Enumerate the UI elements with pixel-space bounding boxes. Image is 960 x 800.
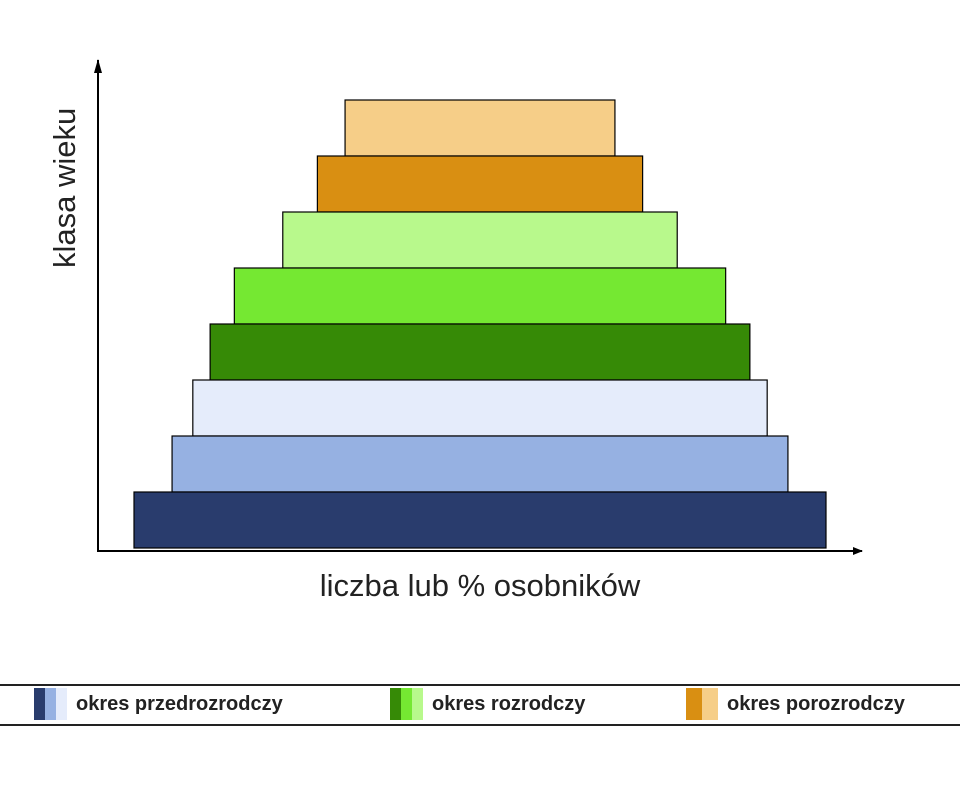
legend-swatch (34, 688, 45, 720)
legend-item-reproductive: okres rozrodczy (390, 688, 585, 720)
y-axis-label: klasa wieku (47, 108, 82, 268)
legend-label: okres przedrozrodczy (76, 692, 283, 715)
legend: okres przedrozrodczy okres rozrodczy okr… (0, 684, 960, 726)
age-class-bar (344, 99, 616, 157)
legend-swatch (390, 688, 401, 720)
legend-swatch (686, 688, 702, 720)
x-axis-label: liczba lub % osobników (320, 568, 641, 603)
legend-item-post-reproductive: okres porozrodczy (686, 688, 905, 720)
age-pyramid: klasa wieku liczba lub % osobników (47, 59, 863, 603)
legend-swatch (401, 688, 412, 720)
age-class-bar (209, 323, 751, 381)
legend-swatch (412, 688, 423, 720)
age-class-bar (133, 491, 827, 549)
legend-label: okres rozrodczy (432, 692, 586, 715)
legend-swatch (702, 688, 718, 720)
legend-swatch (56, 688, 67, 720)
legend-swatch (45, 688, 56, 720)
legend-label: okres porozrodczy (727, 692, 905, 715)
age-class-bar (282, 211, 678, 269)
age-class-bar (192, 379, 768, 437)
legend-item-pre-reproductive: okres przedrozrodczy (34, 688, 283, 720)
age-class-bar (171, 435, 789, 493)
age-class-bar (233, 267, 727, 325)
age-class-bar (316, 155, 644, 213)
bars-group (133, 99, 827, 549)
